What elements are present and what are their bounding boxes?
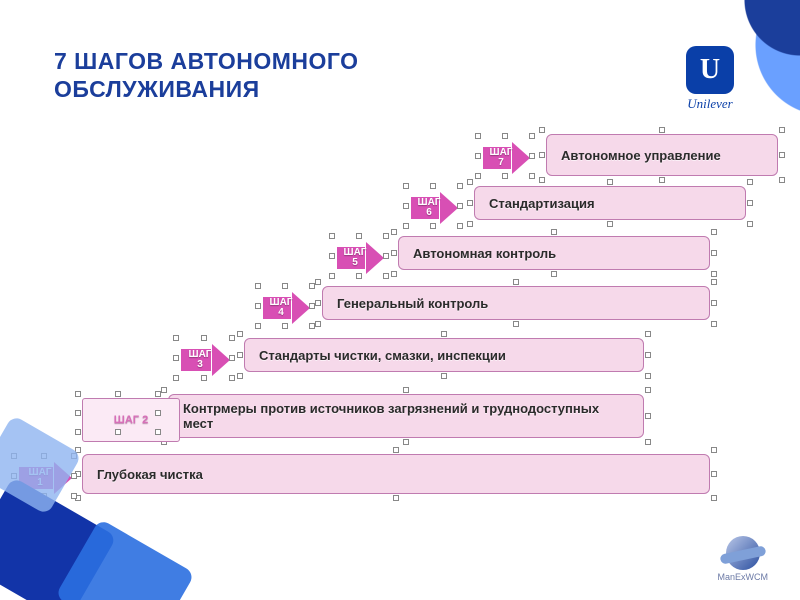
step-2-label: Контрмеры против источников загрязнений … — [183, 401, 629, 431]
step-2-badge-label: ШАГ 2 — [114, 414, 148, 426]
steps-staircase: Глубокая чистка ШАГ 1 Контрмеры против ист… — [0, 0, 800, 600]
step-4-arrow-label: ШАГ 4 — [264, 298, 298, 318]
step-6-pill: Стандартизация — [474, 186, 746, 220]
step-3-arrow-label: ШАГ 3 — [182, 350, 218, 370]
step-6-label: Стандартизация — [489, 196, 595, 211]
step-2-badge: ШАГ 2 — [82, 398, 180, 442]
step-4-label: Генеральный контроль — [337, 296, 488, 311]
step-7-arrow-icon: ШАГ 7 — [482, 142, 530, 174]
globe-icon — [726, 536, 760, 570]
step-3-arrow-icon: ШАГ 3 — [180, 344, 230, 376]
step-1-label: Глубокая чистка — [97, 467, 203, 482]
step-3-pill: Стандарты чистки, смазки, инспекции — [244, 338, 644, 372]
step-5-arrow-icon: ШАГ 5 — [336, 242, 384, 274]
footer-logo-label: ManExWCM — [717, 572, 768, 582]
step-6-arrow-icon: ШАГ 6 — [410, 192, 458, 224]
step-6-arrow-label: ШАГ 6 — [412, 198, 446, 218]
step-1-arrow-icon: ШАГ 1 — [18, 462, 72, 494]
footer-logo: ManExWCM — [717, 536, 768, 582]
step-7-pill: Автономное управление — [546, 134, 778, 176]
step-4-pill: Генеральный контроль — [322, 286, 710, 320]
step-2-pill: Контрмеры против источников загрязнений … — [168, 394, 644, 438]
step-7-label: Автономное управление — [561, 148, 721, 163]
step-1-pill: Глубокая чистка — [82, 454, 710, 494]
step-7-arrow-label: ШАГ 7 — [484, 148, 518, 168]
slide: 7 ШАГОВ АВТОНОМНОГО ОБСЛУЖИВАНИЯ U Unile… — [0, 0, 800, 600]
step-3-label: Стандарты чистки, смазки, инспекции — [259, 348, 506, 363]
step-5-pill: Автономная контроль — [398, 236, 710, 270]
step-5-label: Автономная контроль — [413, 246, 556, 261]
step-4-arrow-icon: ШАГ 4 — [262, 292, 310, 324]
step-5-arrow-label: ШАГ 5 — [338, 248, 372, 268]
step-1-arrow-label: ШАГ 1 — [20, 468, 60, 488]
